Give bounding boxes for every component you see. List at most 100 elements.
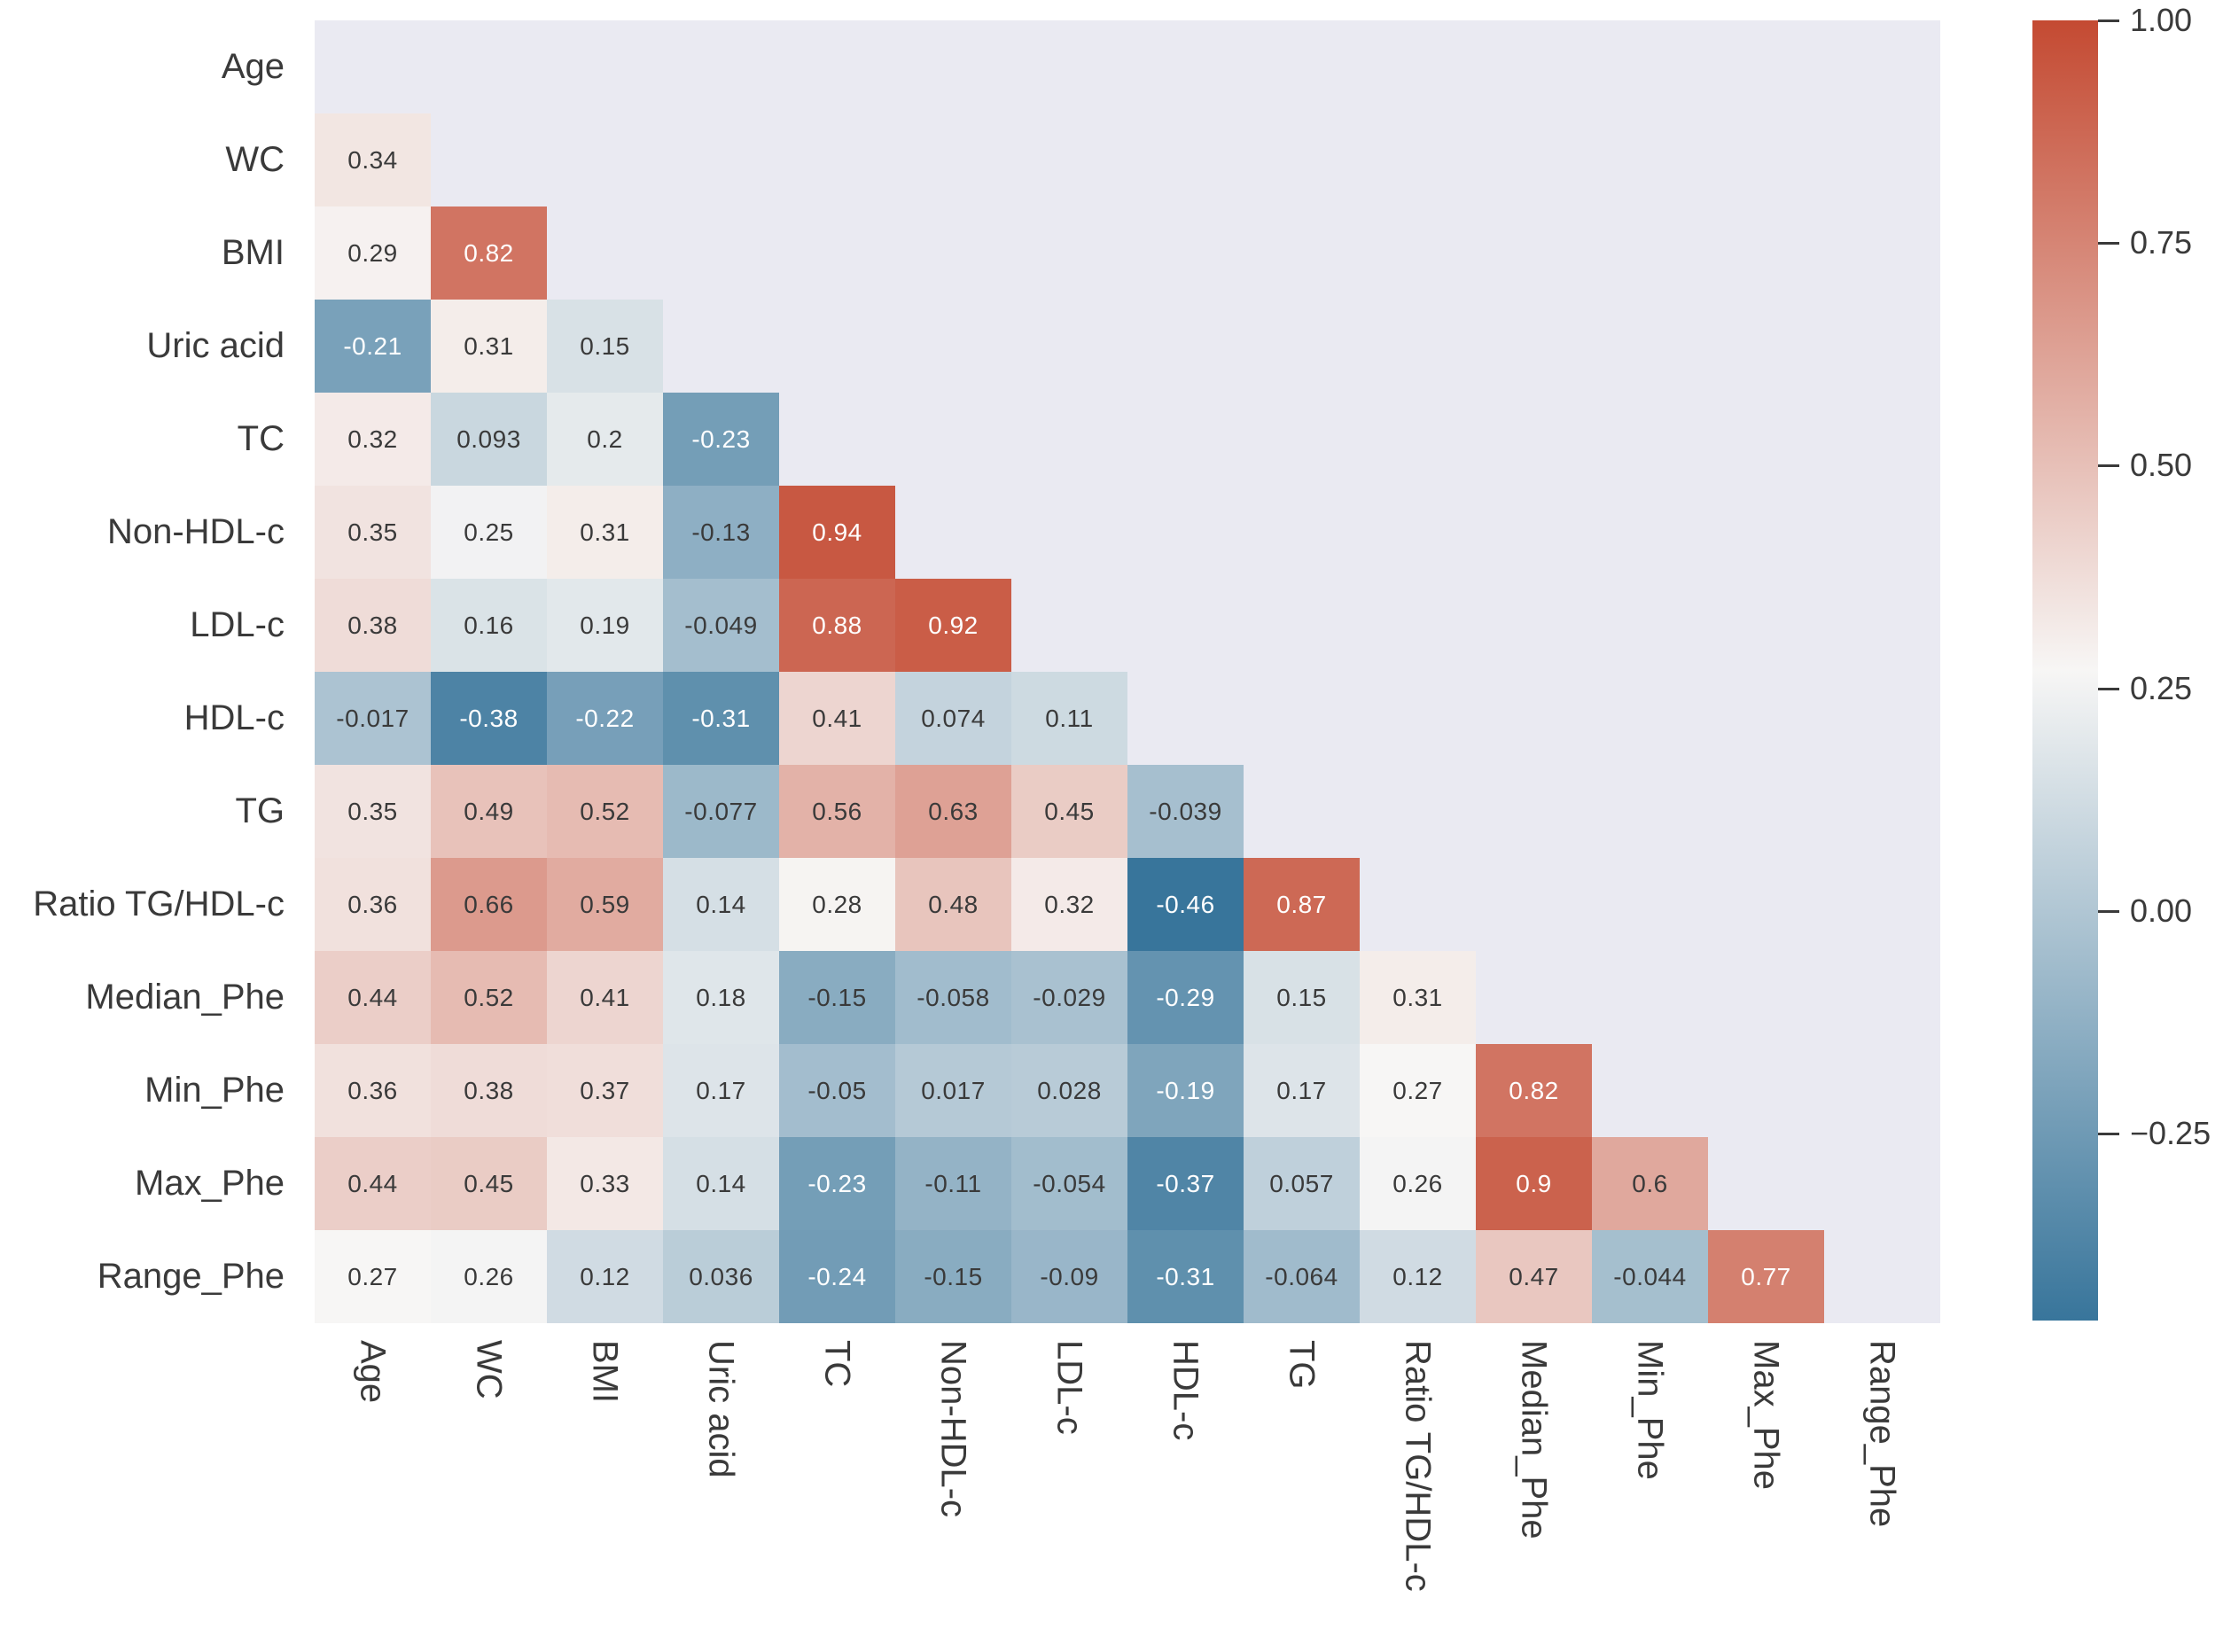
- y-tick-label: TC: [237, 419, 285, 458]
- heatmap-cell: -0.23: [779, 1137, 895, 1230]
- y-tick-label: Age: [221, 47, 285, 86]
- heatmap-cell: 0.35: [315, 765, 431, 858]
- heatmap-cell: 0.44: [315, 951, 431, 1044]
- heatmap-cell: 0.074: [895, 672, 1011, 765]
- heatmap-cell: 0.26: [1360, 1137, 1476, 1230]
- heatmap-cell: 0.15: [547, 300, 663, 393]
- heatmap-cell: 0.12: [547, 1230, 663, 1323]
- heatmap-cell: -0.017: [315, 672, 431, 765]
- heatmap-cell: 0.47: [1476, 1230, 1592, 1323]
- heatmap-cell: -0.15: [779, 951, 895, 1044]
- heatmap-cell: 0.31: [431, 300, 547, 393]
- y-tick-label: LDL-c: [190, 605, 285, 644]
- heatmap-cell: 0.093: [431, 393, 547, 486]
- y-tick-label: Range_Phe: [97, 1257, 285, 1296]
- heatmap-cell: -0.11: [895, 1137, 1011, 1230]
- heatmap-cell: -0.22: [547, 672, 663, 765]
- y-tick-label: WC: [225, 140, 285, 179]
- heatmap-cell: 0.9: [1476, 1137, 1592, 1230]
- heatmap-cell: 0.77: [1708, 1230, 1824, 1323]
- heatmap-cell: -0.054: [1011, 1137, 1127, 1230]
- heatmap-cell: 0.32: [315, 393, 431, 486]
- heatmap-cell: 0.14: [663, 1137, 779, 1230]
- heatmap-cell: 0.35: [315, 486, 431, 579]
- y-tick-label: Min_Phe: [144, 1071, 285, 1110]
- heatmap-cell: 0.44: [315, 1137, 431, 1230]
- heatmap-cell: 0.36: [315, 1044, 431, 1137]
- heatmap-cell: 0.94: [779, 486, 895, 579]
- y-tick-label: Non-HDL-c: [106, 512, 285, 551]
- heatmap-cell: 0.82: [1476, 1044, 1592, 1137]
- heatmap-cell: -0.058: [895, 951, 1011, 1044]
- heatmap-cell: -0.044: [1592, 1230, 1708, 1323]
- heatmap-cell: 0.92: [895, 579, 1011, 672]
- colorbar-tick-label: −0.25: [2130, 1115, 2211, 1151]
- colorbar-tick: [2098, 1133, 2119, 1135]
- heatmap-cell: 0.38: [431, 1044, 547, 1137]
- colorbar-tick-label: 0.00: [2130, 892, 2193, 929]
- heatmap-cell: 0.48: [895, 858, 1011, 951]
- heatmap-cell: 0.036: [663, 1230, 779, 1323]
- heatmap-cell: 0.17: [1244, 1044, 1360, 1137]
- colorbar-tick: [2098, 242, 2119, 245]
- colorbar-tick-label: 0.50: [2130, 447, 2193, 483]
- heatmap-plot-area: 0.34 0.29 0.82 -0.21 0.31 0.15 0.32 0.093 0.2 -0.…: [315, 20, 1940, 1323]
- heatmap-cell: 0.49: [431, 765, 547, 858]
- heatmap-cell: 0.45: [1011, 765, 1127, 858]
- heatmap-cell: -0.38: [431, 672, 547, 765]
- heatmap-cell: 0.017: [895, 1044, 1011, 1137]
- heatmap-cell: 0.26: [431, 1230, 547, 1323]
- colorbar-tick: [2098, 688, 2119, 690]
- x-tick-label: Min_Phe: [1630, 1340, 1670, 1480]
- heatmap-cell: 0.2: [547, 393, 663, 486]
- heatmap-cell: 0.18: [663, 951, 779, 1044]
- x-tick-label: Median_Phe: [1514, 1340, 1554, 1539]
- heatmap-cell: 0.31: [547, 486, 663, 579]
- heatmap-cell: -0.077: [663, 765, 779, 858]
- colorbar-tick: [2098, 910, 2119, 913]
- heatmap-cell: 0.34: [315, 113, 431, 206]
- heatmap-cell: 0.32: [1011, 858, 1127, 951]
- y-tick-label: Max_Phe: [135, 1164, 285, 1203]
- y-tick-label: Uric acid: [146, 326, 285, 365]
- heatmap-cell: -0.064: [1244, 1230, 1360, 1323]
- heatmap-cell: -0.05: [779, 1044, 895, 1137]
- colorbar-tick-label: 0.75: [2130, 224, 2193, 261]
- heatmap-cell: 0.41: [547, 951, 663, 1044]
- x-tick-label: Ratio TG/HDL-c: [1398, 1340, 1438, 1592]
- heatmap-cell: 0.36: [315, 858, 431, 951]
- heatmap-cell: -0.049: [663, 579, 779, 672]
- heatmap-cell: -0.15: [895, 1230, 1011, 1323]
- heatmap-cell: 0.66: [431, 858, 547, 951]
- x-tick-label: TC: [817, 1340, 857, 1388]
- heatmap-cell: -0.31: [1127, 1230, 1244, 1323]
- heatmap-cell: 0.12: [1360, 1230, 1476, 1323]
- heatmap-cell: 0.17: [663, 1044, 779, 1137]
- y-tick-label: HDL-c: [183, 698, 285, 737]
- heatmap-cell: 0.14: [663, 858, 779, 951]
- heatmap-cell: 0.028: [1011, 1044, 1127, 1137]
- heatmap-cell: 0.88: [779, 579, 895, 672]
- x-tick-label: WC: [469, 1340, 509, 1399]
- heatmap-cell: 0.87: [1244, 858, 1360, 951]
- colorbar-tick-label: 0.25: [2130, 670, 2193, 706]
- x-tick-label: HDL-c: [1166, 1340, 1205, 1441]
- heatmap-cell: 0.6: [1592, 1137, 1708, 1230]
- y-tick-label: TG: [235, 791, 285, 830]
- heatmap-cell: 0.41: [779, 672, 895, 765]
- y-tick-label: Median_Phe: [85, 978, 285, 1017]
- heatmap-cell: 0.27: [315, 1230, 431, 1323]
- heatmap-cell: 0.52: [431, 951, 547, 1044]
- heatmap-cell: -0.37: [1127, 1137, 1244, 1230]
- heatmap-cell: 0.16: [431, 579, 547, 672]
- heatmap-cell: 0.25: [431, 486, 547, 579]
- heatmap-cell: 0.59: [547, 858, 663, 951]
- heatmap-cell: 0.11: [1011, 672, 1127, 765]
- y-tick-label: BMI: [221, 233, 285, 272]
- x-tick-label: Range_Phe: [1862, 1340, 1902, 1528]
- heatmap-cell: -0.29: [1127, 951, 1244, 1044]
- heatmap-cell: 0.29: [315, 206, 431, 300]
- x-tick-label: Max_Phe: [1746, 1340, 1786, 1490]
- heatmap-cell: -0.31: [663, 672, 779, 765]
- colorbar-tick: [2098, 464, 2119, 467]
